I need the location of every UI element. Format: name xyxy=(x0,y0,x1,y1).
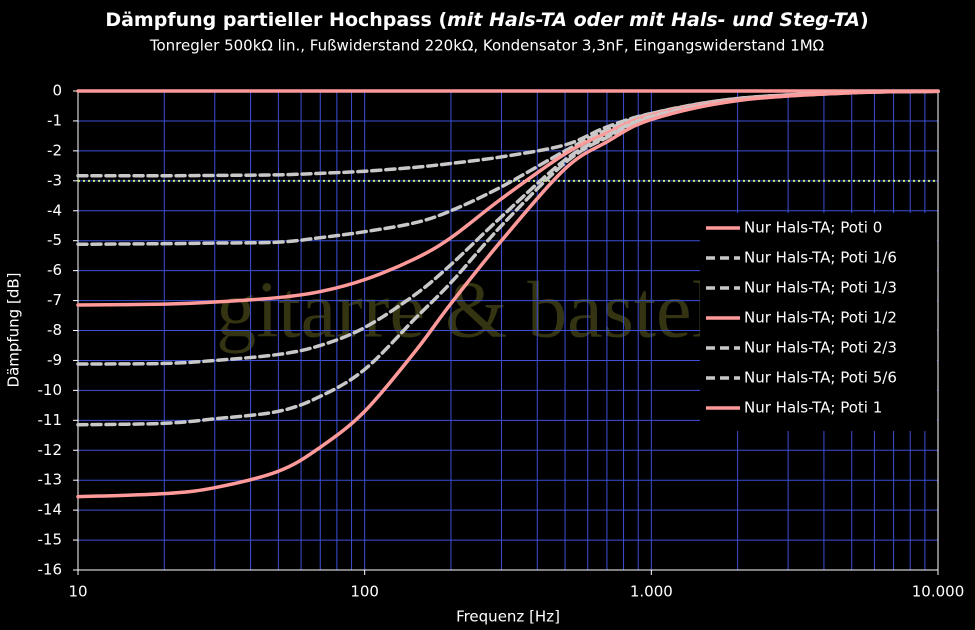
chart-subtitle: Tonregler 500kΩ lin., Fußwiderstand 220k… xyxy=(149,37,824,55)
y-tick-label: -14 xyxy=(38,501,63,519)
x-tick-label: 1.000 xyxy=(630,583,673,601)
chart-title: Dämpfung partieller Hochpass (mit Hals-T… xyxy=(105,9,868,31)
y-tick-label: -10 xyxy=(38,381,63,399)
y-tick-label: 0 xyxy=(52,82,62,100)
x-axis-label: Frequenz [Hz] xyxy=(456,608,560,626)
y-tick-label: -15 xyxy=(38,531,63,549)
y-tick-label: -7 xyxy=(47,291,62,309)
legend-label: Nur Hals-TA; Poti 1/6 xyxy=(744,249,897,267)
series-line xyxy=(76,89,940,499)
legend-label: Nur Hals-TA; Poti 1 xyxy=(744,399,882,417)
y-tick-label: -2 xyxy=(47,141,62,159)
legend-box xyxy=(700,213,937,431)
series-line xyxy=(76,89,940,178)
legend-label: Nur Hals-TA; Poti 1/2 xyxy=(744,309,897,327)
watermark: gitarre & basteln xyxy=(216,266,754,354)
y-tick-label: -11 xyxy=(38,411,63,429)
title-part: Dämpfung partieller Hochpass ( xyxy=(105,9,447,31)
y-tick-label: -12 xyxy=(38,441,63,459)
y-tick-label: -4 xyxy=(47,201,62,219)
y-tick-label: -8 xyxy=(47,321,62,339)
y-tick-label: -5 xyxy=(47,231,62,249)
title-part: mit Hals-TA oder mit Hals- und Steg-TA xyxy=(447,9,860,31)
legend-label: Nur Hals-TA; Poti 1/3 xyxy=(744,279,897,297)
x-tick-label: 10.000 xyxy=(912,583,965,601)
legend-label: Nur Hals-TA; Poti 0 xyxy=(744,219,882,237)
y-tick-label: -6 xyxy=(47,261,62,279)
y-tick-label: -13 xyxy=(38,471,63,489)
y-tick-label: -16 xyxy=(38,561,63,579)
title-part: ) xyxy=(860,9,869,31)
x-tick-label: 10 xyxy=(68,583,87,601)
y-tick-label: -9 xyxy=(47,351,62,369)
y-axis-label: Dämpfung [dB] xyxy=(5,273,23,388)
y-tick-label: -3 xyxy=(47,171,62,189)
legend-label: Nur Hals-TA; Poti 2/3 xyxy=(744,339,897,357)
legend-label: Nur Hals-TA; Poti 5/6 xyxy=(744,369,897,387)
x-tick-label: 100 xyxy=(350,583,379,601)
y-tick-label: -1 xyxy=(47,111,62,129)
